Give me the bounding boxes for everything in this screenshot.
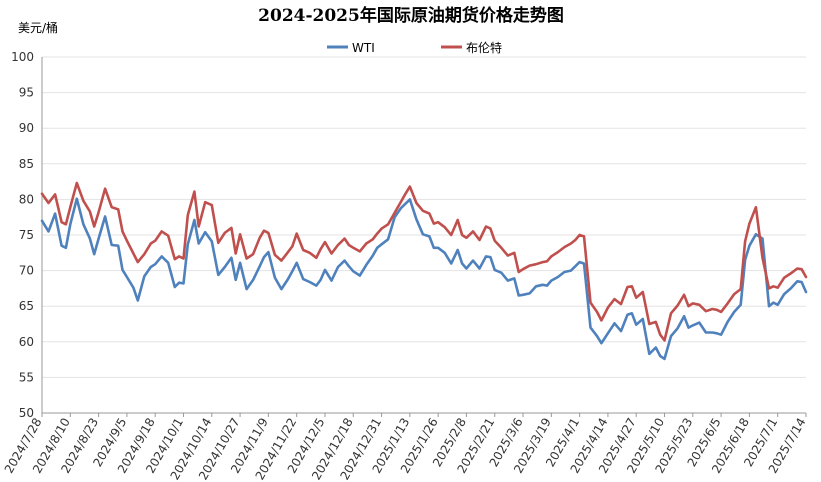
y-tick-label: 65: [19, 299, 34, 313]
y-tick-label: 100: [11, 50, 34, 64]
y-tick-label: 95: [19, 86, 34, 100]
legend-label-brent: 布伦特: [466, 40, 502, 55]
y-tick-label: 55: [19, 370, 34, 384]
y-tick-label: 85: [19, 157, 34, 171]
y-axis-unit-label: 美元/桶: [18, 20, 58, 35]
y-tick-label: 50: [19, 406, 34, 420]
chart-title: 2024-2025年国际原油期货价格走势图: [258, 5, 564, 26]
grid-lines: [41, 56, 806, 414]
legend: WTI 布伦特: [327, 40, 502, 55]
y-tick-label: 60: [19, 335, 34, 349]
y-tick-label: 70: [19, 264, 34, 278]
series-line-brent: [40, 181, 808, 342]
y-tick-label: 90: [19, 121, 34, 135]
x-axis-ticks: 2024/7/282024/8/102024/8/232024/9/52024/…: [2, 413, 809, 482]
y-axis-ticks: 50 55 60 65 70 75 80 85 90 95 100: [11, 50, 34, 420]
series-line-wti: [40, 197, 808, 361]
legend-label-wti: WTI: [352, 41, 375, 55]
series-layer: [40, 181, 808, 361]
y-tick-label: 75: [19, 228, 34, 242]
y-tick-label: 80: [19, 192, 34, 206]
